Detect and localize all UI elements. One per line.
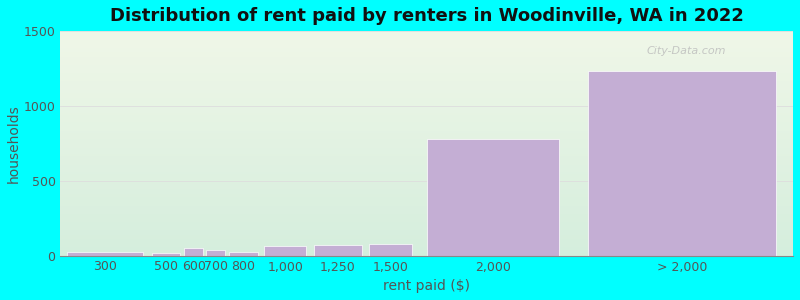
Bar <box>67 252 142 256</box>
Bar <box>230 252 258 256</box>
Bar <box>588 71 777 256</box>
Text: City-Data.com: City-Data.com <box>646 46 726 56</box>
Bar <box>427 140 559 256</box>
Bar <box>184 248 203 256</box>
Bar <box>314 245 362 256</box>
Bar <box>152 254 180 256</box>
X-axis label: rent paid ($): rent paid ($) <box>383 279 470 293</box>
Bar <box>370 244 412 256</box>
Bar <box>206 250 226 256</box>
Y-axis label: households: households <box>7 104 21 182</box>
Bar <box>264 246 306 256</box>
Title: Distribution of rent paid by renters in Woodinville, WA in 2022: Distribution of rent paid by renters in … <box>110 7 744 25</box>
